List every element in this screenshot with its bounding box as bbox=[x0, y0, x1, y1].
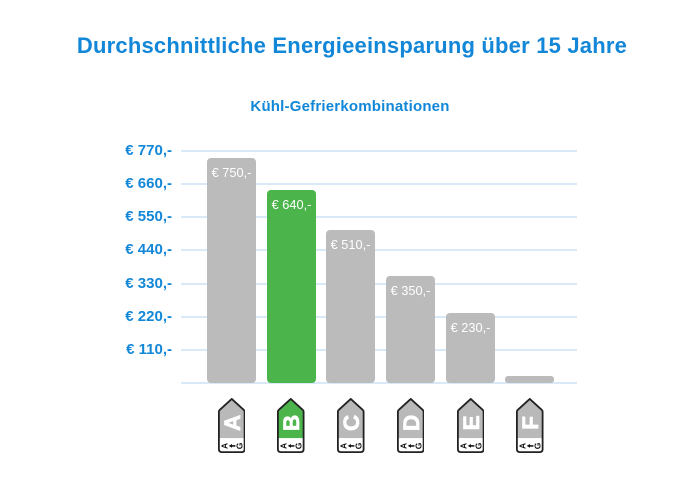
svg-text:G: G bbox=[234, 442, 244, 449]
svg-text:C: C bbox=[339, 415, 364, 431]
svg-text:A: A bbox=[398, 443, 408, 449]
svg-text:G: G bbox=[532, 442, 542, 449]
svg-text:A: A bbox=[220, 415, 245, 431]
svg-text:G: G bbox=[473, 442, 483, 449]
svg-text:G: G bbox=[353, 442, 363, 449]
svg-text:G: G bbox=[294, 442, 304, 449]
svg-text:A: A bbox=[219, 443, 229, 449]
svg-text:A: A bbox=[518, 443, 528, 449]
svg-text:B: B bbox=[279, 415, 304, 431]
svg-text:A: A bbox=[338, 443, 348, 449]
svg-text:D: D bbox=[399, 415, 424, 431]
svg-text:F: F bbox=[518, 416, 543, 430]
svg-text:A: A bbox=[458, 443, 468, 449]
svg-text:A: A bbox=[279, 443, 289, 449]
svg-text:E: E bbox=[459, 415, 484, 430]
svg-text:G: G bbox=[413, 442, 423, 449]
